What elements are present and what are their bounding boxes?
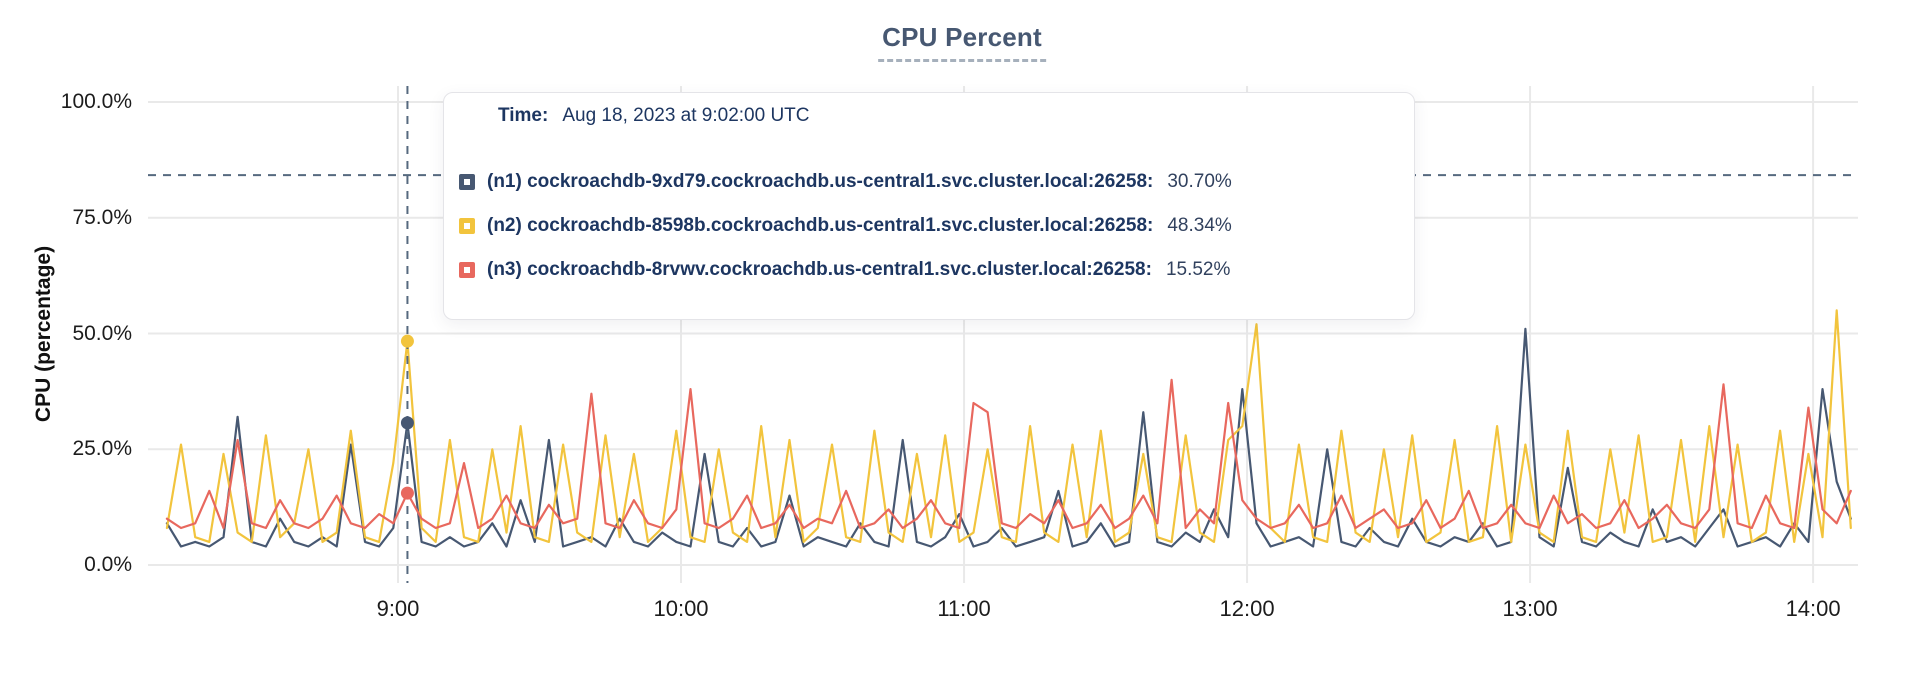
series-n3-name: (n3) cockroachdb-8rvwv.cockroachdb.us-ce… <box>487 259 1152 280</box>
tooltip-time-label: Time: <box>498 105 549 126</box>
y-tick-label: 25.0% <box>72 437 132 461</box>
x-tick-label: 12:00 <box>1219 596 1275 621</box>
y-tick-label: 75.0% <box>72 205 132 229</box>
hover-tooltip: Time: Aug 18, 2023 at 9:02:00 UTC (n1) co… <box>443 92 1415 320</box>
series-n1-marker-icon <box>459 174 475 190</box>
series-n1-value: 30.70% <box>1167 171 1232 192</box>
series-n3-value: 15.52% <box>1165 259 1231 280</box>
x-tick-label: 14:00 <box>1785 596 1841 621</box>
x-tick-label: 13:00 <box>1502 596 1558 621</box>
series-n3-marker-icon <box>459 262 475 278</box>
tooltip-time-row: Time: Aug 18, 2023 at 9:02:00 UTC <box>498 103 810 129</box>
y-tick-label: 50.0% <box>72 321 132 345</box>
x-tick-label: 11:00 <box>937 596 991 621</box>
series-n1-name: (n1) cockroachdb-9xd79.cockroachdb.us-ce… <box>487 171 1154 192</box>
tooltip-series-row-n1: (n1) cockroachdb-9xd79.cockroachdb.us-ce… <box>459 169 1232 195</box>
series-n2-marker-icon <box>459 218 475 234</box>
series-n2-value: 48.34% <box>1167 215 1232 236</box>
x-tick-label: 10:00 <box>653 596 709 621</box>
y-tick-label: 0.0% <box>84 553 132 576</box>
x-tick-label: 9:00 <box>376 596 420 621</box>
y-tick-label: 100.0% <box>60 90 132 113</box>
chart-title: CPU Percent <box>878 22 1046 62</box>
tooltip-series-row-n3: (n3) cockroachdb-8rvwv.cockroachdb.us-ce… <box>459 257 1230 283</box>
tooltip-time-value: Aug 18, 2023 at 9:02:00 UTC <box>562 105 810 126</box>
series-n2-name: (n2) cockroachdb-8598b.cockroachdb.us-ce… <box>487 215 1154 236</box>
tooltip-series-row-n2: (n2) cockroachdb-8598b.cockroachdb.us-ce… <box>459 213 1232 239</box>
